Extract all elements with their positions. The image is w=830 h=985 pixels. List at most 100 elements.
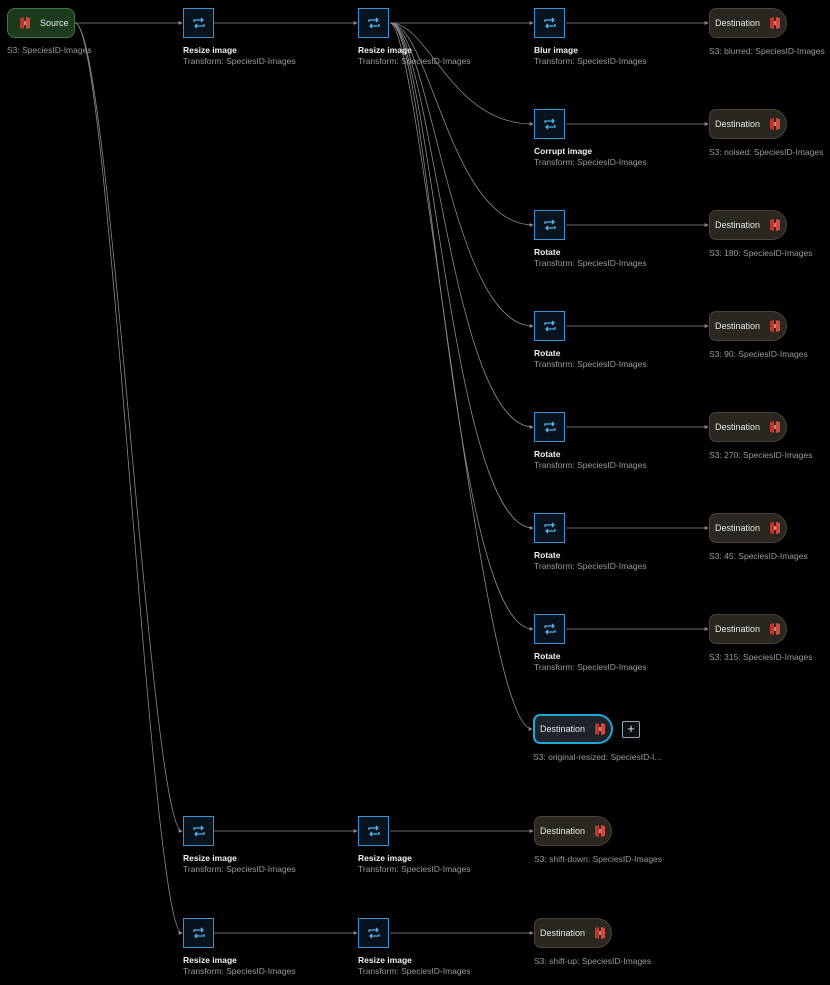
transform-node-r2[interactable] bbox=[358, 8, 389, 38]
destination-node-d_orig[interactable]: Destination bbox=[533, 714, 613, 744]
s3-bucket-icon bbox=[770, 118, 781, 130]
transform-cycle-icon bbox=[192, 17, 205, 29]
transform-node-r1[interactable] bbox=[183, 8, 214, 38]
destination-caption-d_315: S3: 315: SpeciesID-Images bbox=[709, 652, 813, 662]
destination-label: Destination bbox=[540, 928, 586, 938]
transform-node-r3[interactable] bbox=[183, 816, 214, 846]
edge-source-lower-0 bbox=[74, 22, 183, 833]
s3-bucket-icon bbox=[595, 825, 606, 837]
transform-subtitle: Transform: SpeciesID-Images bbox=[358, 966, 471, 976]
destination-caption-d_noised: S3: noised: SpeciesID-Images bbox=[709, 147, 824, 157]
transform-label-blur: Blur image Transform: SpeciesID-Images bbox=[534, 45, 647, 67]
transform-cycle-icon bbox=[367, 17, 380, 29]
destination-caption-d_180: S3: 180: SpeciesID-Images bbox=[709, 248, 813, 258]
transform-cycle-icon bbox=[543, 17, 556, 29]
destination-node-d_blur[interactable]: Destination bbox=[709, 8, 787, 38]
transform-label-corrupt: Corrupt image Transform: SpeciesID-Images bbox=[534, 146, 647, 168]
destination-node-d_315[interactable]: Destination bbox=[709, 614, 787, 644]
transform-label-rot3: Rotate Transform: SpeciesID-Images bbox=[534, 449, 647, 471]
transform-subtitle: Transform: SpeciesID-Images bbox=[534, 460, 647, 470]
edge-r2-branch-4 bbox=[389, 22, 534, 429]
transform-subtitle: Transform: SpeciesID-Images bbox=[183, 966, 296, 976]
transform-label-rot1: Rotate Transform: SpeciesID-Images bbox=[534, 247, 647, 269]
destination-label: Destination bbox=[715, 220, 761, 230]
transform-label-r1: Resize image Transform: SpeciesID-Images bbox=[183, 45, 296, 67]
destination-label: Destination bbox=[715, 119, 761, 129]
transform-node-rot2[interactable] bbox=[534, 311, 565, 341]
transform-subtitle: Transform: SpeciesID-Images bbox=[534, 157, 647, 167]
edge-r2-dest-orig bbox=[389, 22, 533, 731]
transform-node-blur[interactable] bbox=[534, 8, 565, 38]
transform-subtitle: Transform: SpeciesID-Images bbox=[534, 56, 647, 66]
transform-label-r5: Resize image Transform: SpeciesID-Images bbox=[183, 955, 296, 977]
destination-node-d_270[interactable]: Destination bbox=[709, 412, 787, 442]
edge-r2-branch-1 bbox=[389, 22, 534, 126]
transform-title: Resize image bbox=[358, 955, 412, 965]
transform-title: Rotate bbox=[534, 651, 561, 661]
transform-title: Rotate bbox=[534, 550, 561, 560]
transform-node-rot3[interactable] bbox=[534, 412, 565, 442]
transform-title: Rotate bbox=[534, 449, 561, 459]
destination-node-d_180[interactable]: Destination bbox=[709, 210, 787, 240]
transform-label-r3: Resize image Transform: SpeciesID-Images bbox=[183, 853, 296, 875]
transform-title: Resize image bbox=[358, 45, 412, 55]
destination-node-d_down[interactable]: Destination bbox=[534, 816, 612, 846]
destination-node-d_up[interactable]: Destination bbox=[534, 918, 612, 948]
edge-r2-branch-5 bbox=[389, 22, 534, 530]
transform-title: Resize image bbox=[358, 853, 412, 863]
destination-caption-d_270: S3: 270: SpeciesID-Images bbox=[709, 450, 813, 460]
edge-r2-branch-3 bbox=[389, 22, 534, 328]
transform-cycle-icon bbox=[543, 118, 556, 130]
destination-node-d_noised[interactable]: Destination bbox=[709, 109, 787, 139]
transform-subtitle: Transform: SpeciesID-Images bbox=[358, 56, 471, 66]
transform-cycle-icon bbox=[367, 825, 380, 837]
destination-caption-d_blur: S3: blurred: SpeciesID-Images bbox=[709, 46, 825, 56]
destination-label: Destination bbox=[715, 18, 761, 28]
destination-label: Destination bbox=[715, 321, 761, 331]
transform-title: Rotate bbox=[534, 247, 561, 257]
transform-cycle-icon bbox=[192, 927, 205, 939]
transform-subtitle: Transform: SpeciesID-Images bbox=[183, 864, 296, 874]
source-label: Source bbox=[40, 18, 69, 28]
source-caption: S3: SpeciesID-Images bbox=[7, 45, 92, 55]
destination-caption-d_down: S3: shift-down: SpeciesID-Images bbox=[534, 854, 663, 864]
transform-title: Blur image bbox=[534, 45, 578, 55]
transform-title: Corrupt image bbox=[534, 146, 593, 156]
destination-caption-d_45: S3: 45: SpeciesID-Images bbox=[709, 551, 808, 561]
add-node-button[interactable]: + bbox=[622, 721, 640, 738]
transform-node-rot1[interactable] bbox=[534, 210, 565, 240]
transform-subtitle: Transform: SpeciesID-Images bbox=[534, 561, 647, 571]
destination-label: Destination bbox=[540, 826, 586, 836]
transform-subtitle: Transform: SpeciesID-Images bbox=[358, 864, 471, 874]
transform-node-rot5[interactable] bbox=[534, 614, 565, 644]
destination-label: Destination bbox=[715, 422, 761, 432]
transform-cycle-icon bbox=[367, 927, 380, 939]
s3-bucket-icon bbox=[770, 421, 781, 433]
s3-bucket-icon bbox=[595, 723, 606, 735]
transform-node-rot4[interactable] bbox=[534, 513, 565, 543]
edge-source-lower-1 bbox=[74, 22, 183, 935]
s3-bucket-icon bbox=[595, 927, 606, 939]
s3-bucket-icon bbox=[20, 17, 30, 29]
s3-bucket-icon bbox=[770, 623, 781, 635]
destination-node-d_90[interactable]: Destination bbox=[709, 311, 787, 341]
source-node[interactable]: Source bbox=[7, 8, 75, 38]
transform-node-r5[interactable] bbox=[183, 918, 214, 948]
transform-node-corrupt[interactable] bbox=[534, 109, 565, 139]
edge-r2-branch-6 bbox=[389, 22, 534, 631]
transform-node-r4[interactable] bbox=[358, 816, 389, 846]
transform-subtitle: Transform: SpeciesID-Images bbox=[534, 359, 647, 369]
destination-caption-d_90: S3: 90: SpeciesID-Images bbox=[709, 349, 808, 359]
s3-bucket-icon bbox=[770, 522, 781, 534]
destination-node-d_45[interactable]: Destination bbox=[709, 513, 787, 543]
transform-title: Resize image bbox=[183, 45, 237, 55]
transform-node-r6[interactable] bbox=[358, 918, 389, 948]
transform-cycle-icon bbox=[543, 522, 556, 534]
transform-subtitle: Transform: SpeciesID-Images bbox=[534, 662, 647, 672]
transform-cycle-icon bbox=[543, 623, 556, 635]
transform-subtitle: Transform: SpeciesID-Images bbox=[534, 258, 647, 268]
transform-cycle-icon bbox=[543, 421, 556, 433]
transform-label-rot2: Rotate Transform: SpeciesID-Images bbox=[534, 348, 647, 370]
